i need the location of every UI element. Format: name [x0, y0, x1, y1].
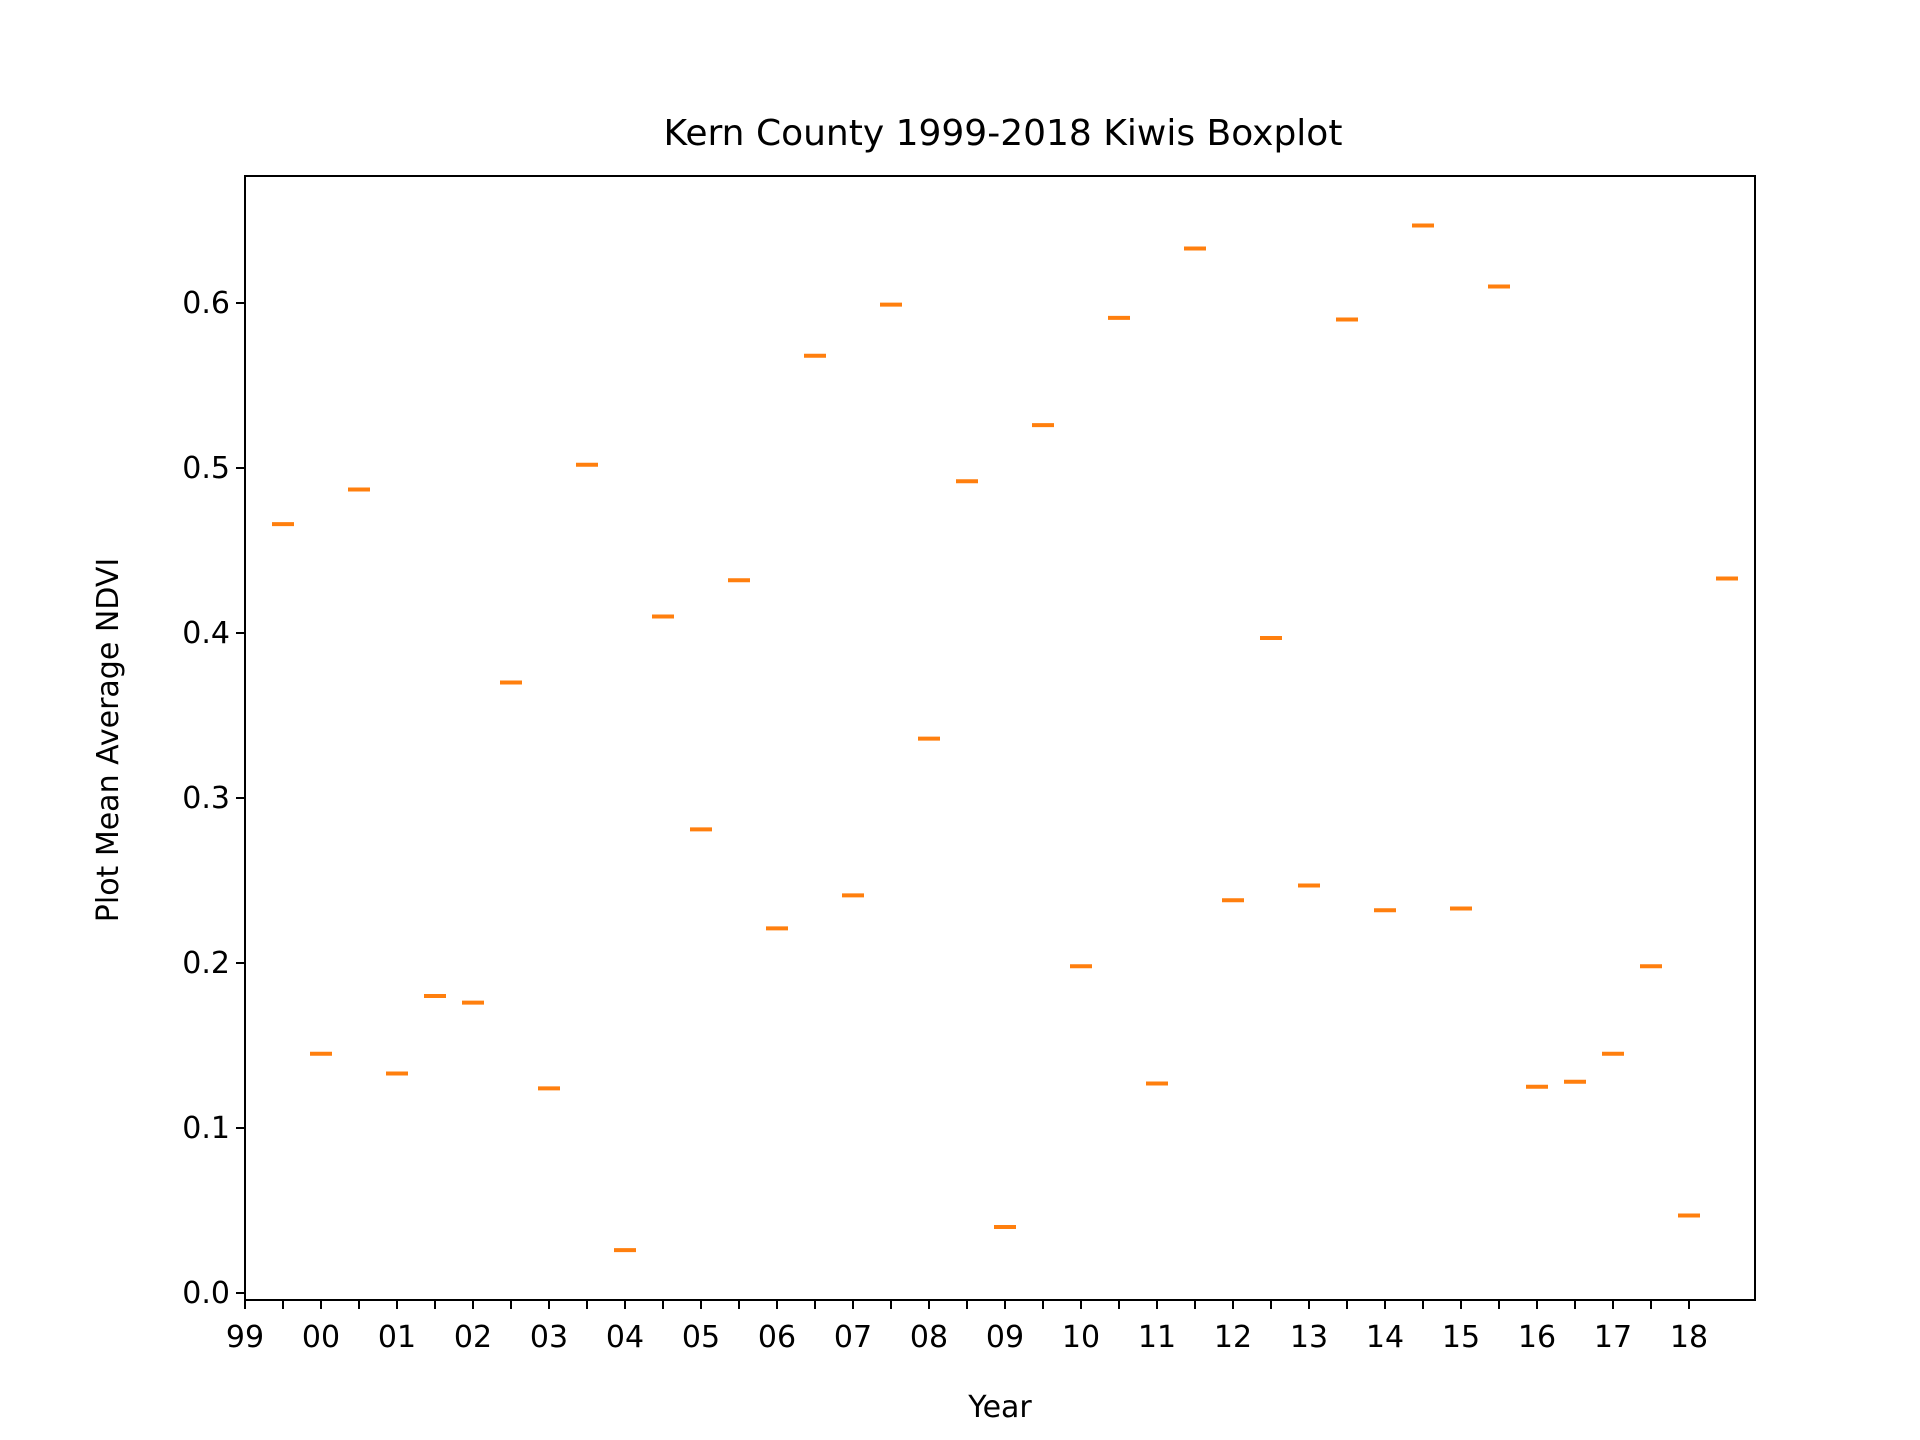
y-axis-label: Plot Mean Average NDVI: [91, 558, 126, 922]
x-tick-label: 99: [226, 1320, 264, 1355]
x-tick-label: 10: [1062, 1320, 1100, 1355]
y-axis-ticks: 0.0 0.1 0.2 0.3 0.4 0.5 0.6: [182, 286, 245, 1311]
x-tick-label: 01: [378, 1320, 416, 1355]
y-tick-label: 0.5: [182, 451, 230, 486]
x-tick-label: 07: [834, 1320, 872, 1355]
x-tick-label: 02: [454, 1320, 492, 1355]
y-tick-label: 0.1: [182, 1111, 230, 1146]
plot-frame: [244, 175, 1756, 1301]
x-tick-label: 11: [1138, 1320, 1176, 1355]
y-tick-label: 0.4: [182, 616, 230, 651]
x-axis-ticks: 99 00 01 02 03 04 05 06 07 08 09 10 11 12 13 14 15 16 17 18: [226, 1300, 1708, 1355]
x-tick-label: 12: [1214, 1320, 1252, 1355]
box-medians: [272, 223, 1738, 1253]
x-tick-label: 13: [1290, 1320, 1328, 1355]
x-tick-label: 08: [910, 1320, 948, 1355]
x-tick-label: 18: [1670, 1320, 1708, 1355]
x-tick-label: 17: [1594, 1320, 1632, 1355]
x-tick-label: 14: [1366, 1320, 1404, 1355]
y-tick-label: 0.0: [182, 1276, 230, 1311]
y-tick-label: 0.6: [182, 286, 230, 321]
y-tick-label: 0.2: [182, 946, 230, 981]
x-tick-label: 05: [682, 1320, 720, 1355]
chart-title: Kern County 1999-2018 Kiwis Boxplot: [664, 113, 1343, 154]
x-tick-label: 06: [758, 1320, 796, 1355]
x-tick-label: 09: [986, 1320, 1024, 1355]
y-tick-label: 0.3: [182, 781, 230, 816]
x-tick-label: 15: [1442, 1320, 1480, 1355]
x-tick-label: 00: [302, 1320, 340, 1355]
x-tick-label: 04: [606, 1320, 644, 1355]
x-axis-label: Year: [967, 1390, 1032, 1425]
x-tick-label: 03: [530, 1320, 568, 1355]
x-tick-label: 16: [1518, 1320, 1556, 1355]
